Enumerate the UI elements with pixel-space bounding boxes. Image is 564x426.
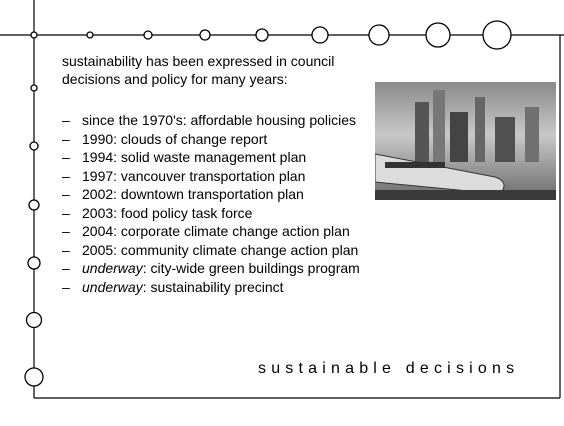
list-item: –underway: city-wide green buildings pro… [62,259,362,278]
bullet: – [62,185,82,204]
photo [375,82,556,200]
list-item: –2005: community climate change action p… [62,241,362,260]
item-body: : city-wide green buildings program [143,260,360,276]
bullet: – [62,111,82,130]
item-emphasis: underway [82,260,143,276]
item-text: since the 1970's: affordable housing pol… [82,111,356,130]
item-body: 2002: downtown transportation plan [82,186,304,202]
item-text: underway: city-wide green buildings prog… [82,259,360,278]
policy-list: –since the 1970's: affordable housing po… [62,111,362,296]
bullet: – [62,130,82,149]
bullet: – [62,259,82,278]
item-text: 2003: food policy task force [82,204,252,223]
intro: sustainability has been expressed in cou… [62,52,362,88]
item-text: 1994: solid waste management plan [82,148,306,167]
list-item: –1997: vancouver transportation plan [62,167,362,186]
item-body: 2004: corporate climate change action pl… [82,223,350,239]
item-text: 1997: vancouver transportation plan [82,167,305,186]
bullet: – [62,167,82,186]
list-item: –1990: clouds of change report [62,130,362,149]
list-item: –2004: corporate climate change action p… [62,222,362,241]
item-text: underway: sustainability precinct [82,278,284,297]
item-body: 1994: solid waste management plan [82,149,306,165]
list-item: –1994: solid waste management plan [62,148,362,167]
list-item: –2003: food policy task force [62,204,362,223]
item-emphasis: underway [82,279,143,295]
item-text: 1990: clouds of change report [82,130,267,149]
bullet: – [62,204,82,223]
bullet: – [62,278,82,297]
bullet: – [62,148,82,167]
item-body: 2003: food policy task force [82,205,252,221]
slide: sustainability has been expressed in cou… [0,0,564,426]
bullet: – [62,241,82,260]
footer-title: sustainable decisions [258,360,519,378]
item-body: : sustainability precinct [143,279,284,295]
item-body: 1990: clouds of change report [82,131,267,147]
bullet: – [62,222,82,241]
list-item: –since the 1970's: affordable housing po… [62,111,362,130]
item-body: 2005: community climate change action pl… [82,242,358,258]
item-body: 1997: vancouver transportation plan [82,168,305,184]
list-item: –2002: downtown transportation plan [62,185,362,204]
item-text: 2002: downtown transportation plan [82,185,304,204]
item-body: since the 1970's: affordable housing pol… [82,112,356,128]
item-text: 2004: corporate climate change action pl… [82,222,350,241]
photo-art [375,82,556,200]
list-item: –underway: sustainability precinct [62,278,362,297]
item-text: 2005: community climate change action pl… [82,241,358,260]
